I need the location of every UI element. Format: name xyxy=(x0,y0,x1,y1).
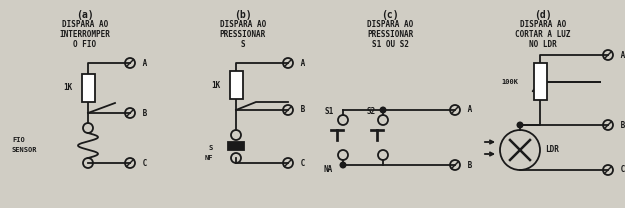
Text: S: S xyxy=(241,40,245,49)
Text: C: C xyxy=(616,166,625,175)
Text: DISPARA AO: DISPARA AO xyxy=(520,20,566,29)
Text: DISPARA AO: DISPARA AO xyxy=(62,20,108,29)
Text: INTERROMPER: INTERROMPER xyxy=(59,30,111,39)
Text: C: C xyxy=(138,158,148,167)
Text: NF: NF xyxy=(204,155,213,161)
Text: 100K: 100K xyxy=(501,78,518,84)
Text: LDR: LDR xyxy=(545,146,559,155)
Circle shape xyxy=(516,121,524,129)
Bar xyxy=(228,142,244,150)
Bar xyxy=(81,74,94,102)
Text: (b): (b) xyxy=(234,10,252,20)
Text: B: B xyxy=(616,77,625,86)
Circle shape xyxy=(339,161,346,168)
Text: A: A xyxy=(296,58,305,68)
Text: B: B xyxy=(296,105,305,114)
Text: A: A xyxy=(138,58,148,68)
Text: DISPARA AO: DISPARA AO xyxy=(367,20,413,29)
Bar xyxy=(534,63,546,100)
Text: DISPARA AO: DISPARA AO xyxy=(220,20,266,29)
Text: NO LDR: NO LDR xyxy=(529,40,557,49)
Text: O FIO: O FIO xyxy=(74,40,96,49)
Circle shape xyxy=(379,106,386,114)
Text: SENSOR: SENSOR xyxy=(12,147,38,153)
Text: PRESSIONAR: PRESSIONAR xyxy=(220,30,266,39)
Text: 1K: 1K xyxy=(62,83,72,93)
Text: CORTAR A LUZ: CORTAR A LUZ xyxy=(515,30,571,39)
Bar xyxy=(229,71,242,99)
Text: (a): (a) xyxy=(76,10,94,20)
Text: S: S xyxy=(209,145,213,151)
Bar xyxy=(601,73,625,89)
Text: NA: NA xyxy=(323,166,332,175)
Text: B: B xyxy=(138,109,148,118)
Text: (c): (c) xyxy=(381,10,399,20)
Text: 1K: 1K xyxy=(211,80,220,89)
Text: C: C xyxy=(296,158,305,167)
Text: S1 OU S2: S1 OU S2 xyxy=(371,40,409,49)
Text: PRESSIONAR: PRESSIONAR xyxy=(367,30,413,39)
Text: B: B xyxy=(463,161,472,170)
Text: FIO: FIO xyxy=(12,137,25,143)
Text: S1: S1 xyxy=(325,108,334,116)
Text: S2: S2 xyxy=(367,108,376,116)
Text: B: B xyxy=(616,120,625,130)
Text: A: A xyxy=(463,105,472,114)
Text: A: A xyxy=(616,51,625,59)
Text: (d): (d) xyxy=(534,10,552,20)
